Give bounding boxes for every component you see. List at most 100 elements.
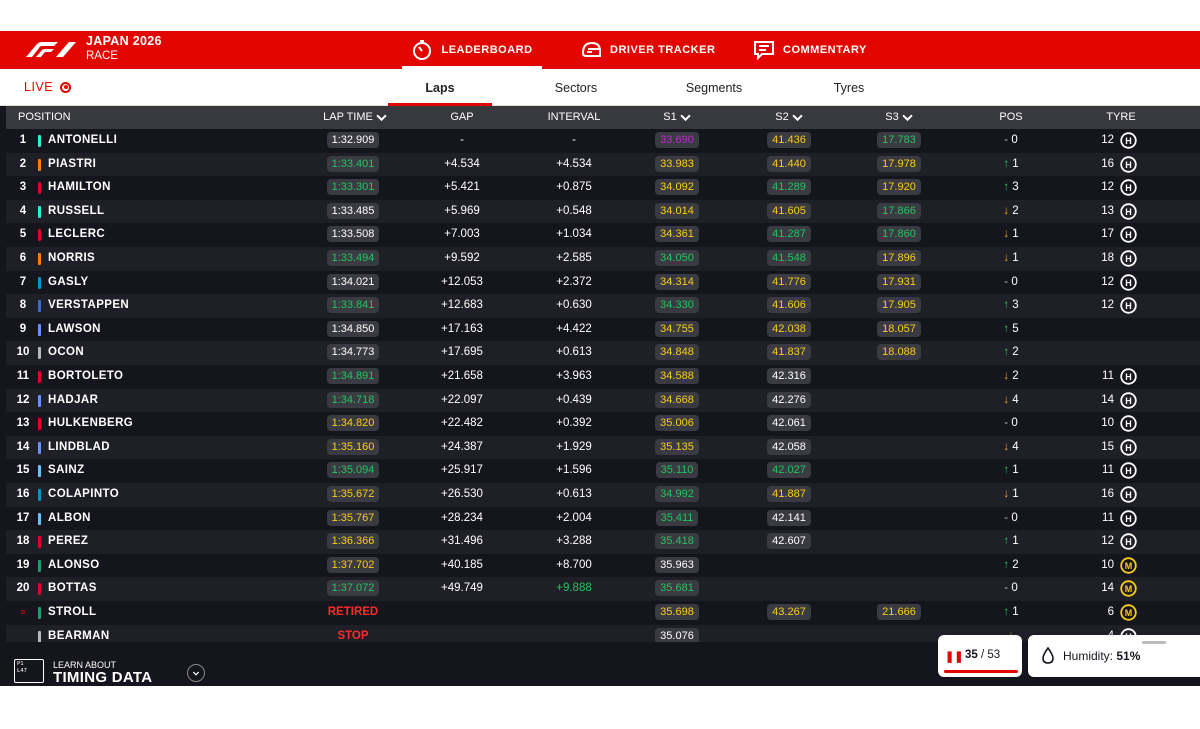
tab-tyres[interactable]: Tyres <box>833 80 865 95</box>
driver-name[interactable]: ALBON <box>48 511 91 524</box>
table-row[interactable]: 1 ANTONELLI 1:32.909 - - 33.690 41.436 17.783 - … <box>6 129 1200 153</box>
driver-name[interactable]: STROLL <box>48 606 97 618</box>
table-row[interactable]: 5 LECLERC 1:33.508 +7.003 +1.034 34.361 41.287… <box>6 223 1200 247</box>
sector-s1-value: 35.006 <box>655 415 699 432</box>
lap-time: 1:37.072 <box>324 577 382 601</box>
position-change-value: 1 <box>1012 488 1019 500</box>
position-change: ↑ 3 <box>981 294 1041 318</box>
table-row[interactable]: 10 OCON 1:34.773 +17.695 +0.613 34.848 41.837 1… <box>6 341 1200 365</box>
table-row[interactable]: 12 HADJAR 1:34.718 +22.097 +0.439 34.668 42.27… <box>6 388 1200 413</box>
table-row[interactable]: 6 NORRIS 1:33.494 +9.592 +2.585 34.050 41.548 1… <box>6 247 1200 271</box>
position-number: 3 <box>19 181 27 194</box>
table-row[interactable]: 20 BOTTAS 1:37.072 +49.749 +9.888 35.681 - 0 14… <box>6 577 1200 601</box>
position-change-value: 1 <box>1012 606 1019 618</box>
interval-value: +0.613 <box>556 488 592 500</box>
tab-leaderboard[interactable]: LEADERBOARD <box>402 31 542 69</box>
driver-name[interactable]: BEARMAN <box>48 629 110 642</box>
sector-s1-value: 34.014 <box>655 202 699 219</box>
table-row[interactable]: 14 LINDBLAD 1:35.160 +24.387 +1.929 35.135 42.… <box>6 435 1200 460</box>
tyre-laps: 16 <box>1101 488 1114 500</box>
driver-name[interactable]: COLAPINTO <box>48 488 120 500</box>
position-change-value: 2 <box>1012 370 1019 382</box>
sector-s1: 33.983 <box>646 153 708 177</box>
tyre-compound-letter: H <box>1125 254 1132 264</box>
table-row[interactable]: 18 PEREZ 1:36.366 +31.496 +3.288 35.418 42.607… <box>6 530 1200 554</box>
table-row[interactable]: 8 VERSTAPPEN 1:33.841 +12.683 +0.630 34.330 41… <box>6 294 1200 318</box>
tab-segments[interactable]: Segments <box>685 80 743 95</box>
driver-name[interactable]: BOTTAS <box>48 582 97 595</box>
drag-handle[interactable] <box>1142 641 1166 644</box>
tab-commentary[interactable]: COMMENTARY <box>753 31 867 69</box>
team-color-bar <box>38 182 41 195</box>
col-s3[interactable]: S3 <box>868 106 930 129</box>
tyre-laps: 6 <box>1107 606 1114 618</box>
position-change: - 0 <box>981 507 1041 531</box>
col-s3-label: S3 <box>885 111 899 123</box>
driver-name[interactable]: ANTONELLI <box>48 134 118 146</box>
table-row[interactable]: 11 BORTOLETO 1:34.891 +21.658 +3.963 34.588 42… <box>6 365 1200 389</box>
sector-s2-value: 41.436 <box>767 132 811 148</box>
driver-name[interactable]: PIASTRI <box>48 157 97 170</box>
table-row[interactable]: 7 GASLY 1:34.021 +12.053 +2.372 34.314 41.776 1… <box>6 270 1200 295</box>
lap-time-value: 1:34.773 <box>326 344 380 361</box>
lap-time: 1:34.891 <box>324 365 382 389</box>
table-row[interactable]: 17 ALBON 1:35.767 +28.234 +2.004 35.411 42.141… <box>6 506 1200 531</box>
driver-name[interactable]: SAINZ <box>48 464 85 477</box>
col-lap-time[interactable]: LAP TIME <box>312 106 398 129</box>
position-change-value: 0 <box>1011 417 1018 430</box>
driver-name[interactable]: RUSSELL <box>48 204 105 217</box>
sector-s1: 34.361 <box>646 223 708 247</box>
position-number: 7 <box>19 275 27 288</box>
driver-name[interactable]: HULKENBERG <box>48 417 134 430</box>
sector-s1-value: 35.963 <box>655 556 699 573</box>
driver-name[interactable]: HADJAR <box>48 393 99 406</box>
hard-tyre-icon: H <box>1120 462 1137 480</box>
col-s2[interactable]: S2 <box>758 106 820 129</box>
table-row[interactable]: ≡ STROLL RETIRED 35.698 43.267 21.666 ↑ 1 6 M <box>6 601 1200 625</box>
gap-value: +31.496 <box>441 535 483 548</box>
driver-name[interactable]: ALONSO <box>48 558 100 571</box>
arrow-up-icon: ↑ <box>1003 299 1010 312</box>
position-change-value: 1 <box>1012 228 1019 241</box>
expand-chevron-icon[interactable] <box>187 664 205 682</box>
driver-name[interactable]: VERSTAPPEN <box>48 299 130 312</box>
tab-driver-tracker[interactable]: DRIVER TRACKER <box>580 31 715 69</box>
weather-card[interactable]: Humidity: 51% <box>1028 635 1200 677</box>
tab-laps[interactable]: Laps <box>388 69 492 106</box>
sector-s2: 42.058 <box>758 436 820 460</box>
driver-name[interactable]: PEREZ <box>48 535 89 548</box>
arrow-down-icon: ↓ <box>1003 488 1010 500</box>
table-row[interactable]: 4 RUSSELL 1:33.485 +5.969 +0.548 34.014 41.605… <box>6 199 1200 224</box>
tyre-laps: 12 <box>1101 181 1114 194</box>
f1-logo[interactable] <box>24 41 80 58</box>
driver-name[interactable]: LAWSON <box>48 322 101 335</box>
table-row[interactable]: 19 ALONSO 1:37.702 +40.185 +8.700 35.963 ↑ 2 10… <box>6 553 1200 578</box>
col-s1[interactable]: S1 <box>646 106 708 129</box>
tyre-laps: 12 <box>1101 275 1114 288</box>
driver-name[interactable]: OCON <box>48 346 85 359</box>
table-row[interactable]: 13 HULKENBERG 1:34.820 +22.482 +0.392 35.006 4… <box>6 412 1200 436</box>
position-change-value: 1 <box>1012 535 1019 548</box>
driver-name[interactable]: BORTOLETO <box>48 370 124 382</box>
sector-s1: 34.848 <box>646 341 708 365</box>
tab-sectors[interactable]: Sectors <box>554 80 598 95</box>
driver-name[interactable]: GASLY <box>48 275 89 288</box>
driver-name[interactable]: HAMILTON <box>48 181 111 194</box>
lap-progress-bar <box>944 670 1018 673</box>
table-row[interactable]: 9 LAWSON 1:34.850 +17.163 +4.422 34.755 42.038… <box>6 317 1200 342</box>
driver-name[interactable]: LECLERC <box>48 228 106 241</box>
table-row[interactable]: 2 PIASTRI 1:33.401 +4.534 +4.534 33.983 41.440… <box>6 152 1200 177</box>
tyre-compound-letter: H <box>1125 301 1132 311</box>
team-color-bar <box>38 418 41 431</box>
driver-name[interactable]: LINDBLAD <box>48 440 110 453</box>
table-row[interactable]: 16 COLAPINTO 1:35.672 +26.530 +0.613 34.992 41… <box>6 483 1200 507</box>
position-change: ↑ 2 <box>981 341 1041 365</box>
table-row[interactable]: 3 HAMILTON 1:33.301 +5.421 +0.875 34.092 41.28… <box>6 176 1200 200</box>
tyre-compound-letter: H <box>1125 372 1132 382</box>
no-change-icon: - <box>1004 511 1009 524</box>
position-change: ↓ 1 <box>981 223 1041 247</box>
lap-total: / 53 <box>981 649 1001 661</box>
driver-name[interactable]: NORRIS <box>48 252 96 264</box>
sector-s2-value: 41.776 <box>767 273 811 290</box>
table-row[interactable]: 15 SAINZ 1:35.094 +25.917 +1.596 35.110 42.027… <box>6 459 1200 483</box>
